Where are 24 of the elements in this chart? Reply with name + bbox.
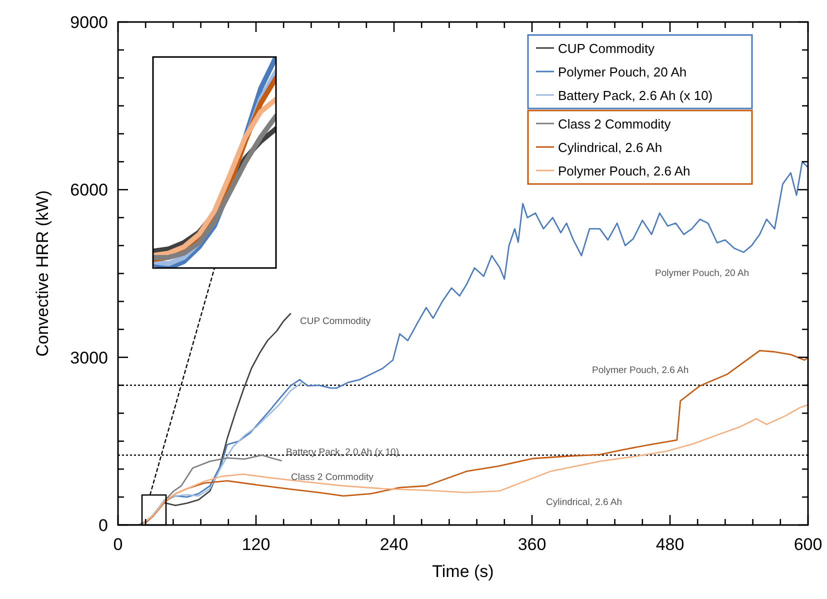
x-tick-label: 360 — [518, 535, 546, 554]
legend-label: Battery Pack, 2.6 Ah (x 10) — [558, 88, 713, 103]
legend-label: Polymer Pouch, 2.6 Ah — [558, 164, 690, 178]
annotation: Cylindrical, 2.6 Ah — [546, 497, 622, 508]
x-tick-label: 240 — [380, 535, 408, 554]
y-tick-label: 0 — [98, 516, 108, 535]
x-tick-label: 0 — [113, 535, 123, 554]
legend-label: Cylindrical, 2.6 Ah — [558, 140, 662, 155]
y-axis-title: Convective HRR (kW) — [33, 190, 52, 357]
x-tick-label: 480 — [656, 535, 684, 554]
x-tick-label: 600 — [794, 535, 822, 554]
y-tick-label: 3000 — [70, 348, 108, 368]
legend-label: CUP Commodity — [558, 41, 656, 56]
annotation: Battery Pack, 2.0 Ah (x 10) — [286, 447, 399, 458]
y-tick-label: 6000 — [70, 180, 108, 200]
x-tick-label: 120 — [242, 535, 270, 554]
x-axis-title: Time (s) — [432, 562, 494, 581]
annotation: Class 2 Commodity — [291, 472, 374, 483]
y-tick-label: 9000 — [70, 13, 108, 32]
annotation: CUP Commodity — [300, 316, 371, 327]
legend-label: Polymer Pouch, 20 Ah — [558, 64, 687, 80]
annotation: Polymer Pouch, 20 Ah — [655, 268, 749, 279]
annotation: Polymer Pouch, 2.6 Ah — [592, 365, 689, 376]
legend-label: Class 2 Commodity — [558, 116, 672, 132]
